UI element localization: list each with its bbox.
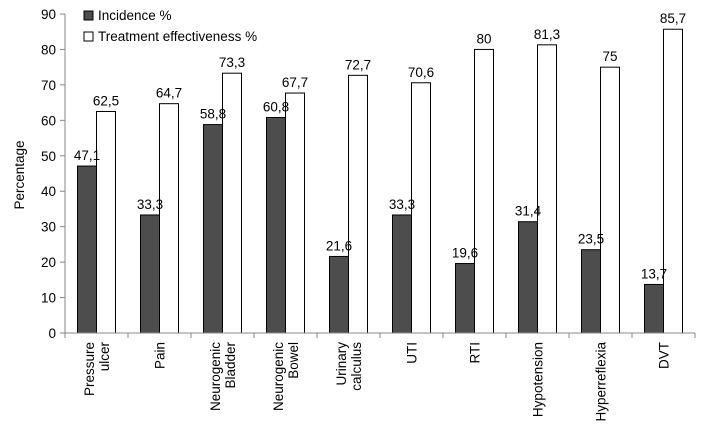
treatment-effectiveness-value-label: 85,7 — [660, 11, 686, 26]
incidence-bar — [392, 214, 412, 334]
treatment-effectiveness-value-label: 81,3 — [534, 27, 560, 42]
category-label: Pain — [153, 342, 168, 369]
category-label-line: RTI — [468, 342, 483, 364]
y-tick-label: 90 — [41, 7, 56, 22]
category-label: Hyperreflexia — [594, 342, 609, 422]
incidence-value-label: 13,7 — [641, 266, 667, 281]
y-tick-label: 30 — [41, 220, 56, 235]
treatment-effectiveness-bar — [159, 103, 179, 334]
legend: Incidence % Treatment effectiveness % — [83, 8, 257, 44]
incidence-value-label: 31,4 — [515, 204, 542, 219]
incidence-bar — [77, 165, 97, 334]
category-label-line: Urinary — [334, 342, 349, 386]
y-tick-label: 80 — [41, 42, 56, 57]
legend-swatch-incidence — [83, 10, 94, 21]
treatment-effectiveness-bar — [537, 44, 557, 334]
category-label-line: Neurogenic — [271, 342, 286, 411]
incidence-bar — [644, 283, 664, 334]
category-label: DVT — [657, 342, 672, 369]
y-tick-label: 70 — [41, 78, 56, 93]
treatment-effectiveness-value-label: 75 — [602, 49, 617, 64]
y-tick-label: 60 — [41, 113, 56, 128]
category-label-line: Hyperreflexia — [594, 342, 609, 422]
y-tick-label: 50 — [41, 149, 56, 164]
incidence-value-label: 21,6 — [326, 238, 352, 253]
incidence-value-label: 19,6 — [452, 246, 478, 261]
category-label-line: Bladder — [223, 342, 238, 389]
y-tick-label: 10 — [41, 291, 56, 306]
incidence-bar — [140, 214, 160, 334]
category-label-line: Bowel — [286, 342, 301, 379]
y-tick-label: 0 — [48, 326, 56, 341]
treatment-effectiveness-value-label: 70,6 — [408, 65, 434, 80]
treatment-effectiveness-bar — [474, 48, 494, 334]
incidence-value-label: 33,3 — [137, 197, 163, 212]
category-labels: Pressure ulcer Pain Neurogenic Bladder Neurog… — [82, 342, 672, 422]
incidence-bar — [455, 263, 475, 334]
legend-swatch-treatment-effectiveness — [83, 31, 94, 42]
category-label: RTI — [468, 342, 483, 364]
incidence-bar — [203, 124, 223, 334]
incidence-value-label: 23,5 — [578, 232, 604, 247]
y-axis-ticks: 0 10 20 30 40 50 60 70 80 90 — [41, 7, 65, 341]
category-label: Hypotension — [531, 342, 546, 417]
y-tick-label: 40 — [41, 184, 56, 199]
incidence-bar — [266, 116, 286, 334]
treatment-effectiveness-value-label: 62,5 — [93, 93, 119, 108]
category-label-line: UTI — [405, 342, 420, 364]
y-axis-title: Percentage — [12, 140, 27, 209]
category-label-line: Neurogenic — [208, 342, 223, 411]
category-label-line: Pressure — [82, 342, 97, 396]
category-label-line: DVT — [657, 342, 672, 369]
treatment-effectiveness-value-label: 72,7 — [345, 57, 371, 72]
category-label: Urinary calculus — [334, 342, 364, 391]
legend-label-treatment-effectiveness: Treatment effectiveness % — [98, 29, 257, 44]
incidence-value-label: 58,8 — [200, 107, 226, 122]
treatment-effectiveness-value-label: 80 — [476, 31, 491, 46]
incidence-bar — [581, 249, 601, 334]
incidence-bar — [518, 221, 538, 334]
data-labels: 47,1 33,3 58,8 60,8 21,6 33,3 19,6 31,4 23,5 13,7… — [74, 11, 686, 281]
treatment-effectiveness-value-label: 64,7 — [156, 86, 182, 101]
incidence-value-label: 33,3 — [389, 197, 415, 212]
category-label: Pressure ulcer — [82, 342, 112, 397]
treatment-effectiveness-bar — [285, 92, 305, 334]
y-axis-title-group: Percentage — [12, 140, 27, 209]
treatment-effectiveness-bar — [600, 66, 620, 334]
incidence-value-label: 60,8 — [263, 99, 289, 114]
incidence-value-label: 47,1 — [74, 148, 100, 163]
y-tick-label: 20 — [41, 255, 56, 270]
category-label: Neurogenic Bowel — [271, 342, 301, 411]
treatment-effectiveness-value-label: 67,7 — [282, 75, 308, 90]
category-label-line: ulcer — [97, 342, 112, 372]
category-label-line: calculus — [349, 342, 364, 391]
treatment-effectiveness-bar — [96, 110, 116, 334]
category-label-line: Pain — [153, 342, 168, 369]
bars — [77, 28, 683, 334]
treatment-effectiveness-value-label: 73,3 — [219, 55, 245, 70]
category-label: Neurogenic Bladder — [208, 342, 238, 412]
category-label-line: Hypotension — [531, 342, 546, 417]
incidence-bar — [329, 255, 349, 334]
treatment-effectiveness-bar — [663, 28, 683, 334]
x-axis-ticks — [64, 333, 696, 338]
treatment-effectiveness-bar — [348, 74, 368, 334]
legend-label-incidence: Incidence % — [98, 8, 172, 23]
category-label: UTI — [405, 342, 420, 364]
